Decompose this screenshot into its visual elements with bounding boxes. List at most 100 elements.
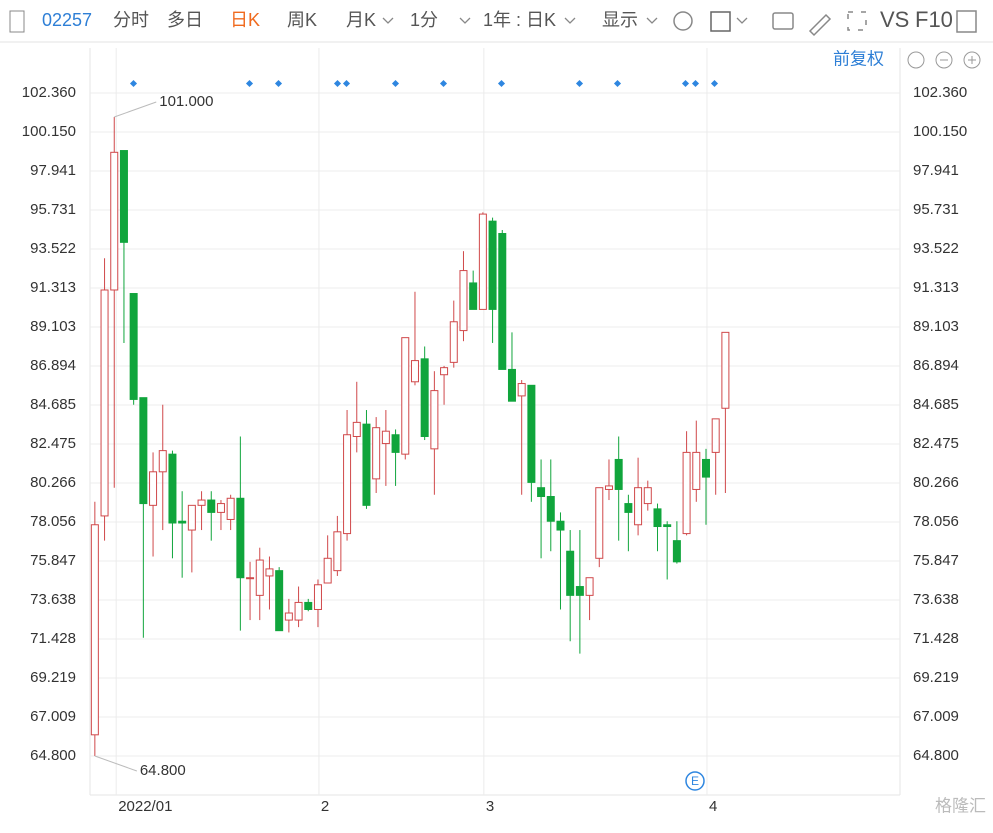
- candle-body: [391, 434, 400, 453]
- event-marker[interactable]: [691, 79, 700, 88]
- candle-body: [585, 577, 594, 596]
- candle-body: [178, 520, 187, 524]
- tab[interactable]: 日K: [230, 10, 260, 30]
- tab[interactable]: 多日: [167, 10, 203, 30]
- candle-body: [226, 497, 235, 520]
- event-marker[interactable]: [342, 79, 351, 88]
- x-tick-label: 2: [321, 798, 329, 815]
- reset-icon[interactable]: [907, 51, 925, 69]
- draw-icon[interactable]: [808, 13, 832, 37]
- y-tick-label: 102.360: [22, 84, 76, 101]
- candle-body: [216, 503, 225, 513]
- y-tick-label-right: 84.685: [913, 396, 959, 413]
- event-marker[interactable]: [681, 79, 690, 88]
- tab[interactable]: 显示: [602, 10, 638, 30]
- y-tick-label-right: 67.009: [913, 708, 959, 725]
- y-tick-label: 100.150: [22, 123, 76, 140]
- annotation-leader: [114, 101, 157, 118]
- event-marker[interactable]: [245, 79, 254, 88]
- candle-body: [604, 485, 613, 490]
- candle-body: [90, 524, 99, 736]
- event-marker[interactable]: [274, 79, 283, 88]
- candle-body: [663, 524, 672, 528]
- y-tick-label-right: 71.428: [913, 630, 959, 647]
- annotation-leader: [94, 755, 138, 772]
- camera-icon[interactable]: [772, 12, 794, 30]
- y-tick-label-right: 91.313: [913, 279, 959, 296]
- event-marker[interactable]: [710, 79, 719, 88]
- candle-body: [643, 487, 652, 505]
- annotation-label: 64.800: [140, 762, 186, 779]
- checkbox[interactable]: [710, 11, 731, 32]
- candle-body: [711, 418, 720, 453]
- watermark: 格隆汇: [935, 796, 986, 815]
- tab[interactable]: 分时: [113, 10, 149, 30]
- vs-button[interactable]: VS: [880, 7, 909, 32]
- candle-body: [488, 220, 497, 310]
- x-tick-label: 2022/01: [118, 798, 172, 815]
- stock-code[interactable]: 02257: [42, 10, 92, 30]
- zoom-out-icon[interactable]: [935, 51, 953, 69]
- candle-body: [352, 421, 361, 437]
- dropdown-arrow: [564, 17, 576, 24]
- candle-body: [304, 601, 313, 610]
- event-marker[interactable]: [497, 79, 506, 88]
- y-tick-label: 93.522: [30, 240, 76, 257]
- y-tick-label-right: 95.731: [913, 201, 959, 218]
- event-marker[interactable]: [391, 79, 400, 88]
- candle-body: [478, 213, 487, 310]
- candle-body: [672, 540, 681, 563]
- candle-body: [624, 503, 633, 513]
- tab[interactable]: 1年 : 日K: [483, 10, 556, 30]
- candle-body: [459, 270, 468, 332]
- tab[interactable]: 月K: [346, 10, 376, 30]
- candle-body: [284, 612, 293, 621]
- candle-body: [372, 427, 381, 480]
- earnings-icon[interactable]: [685, 771, 705, 791]
- event-marker[interactable]: [439, 79, 448, 88]
- candle-body: [275, 570, 284, 632]
- candle-body: [246, 577, 255, 580]
- panel-icon[interactable]: [956, 10, 977, 33]
- event-marker[interactable]: [613, 79, 622, 88]
- y-tick-label: 91.313: [30, 279, 76, 296]
- dropdown-arrow: [736, 17, 748, 24]
- candle-body: [362, 423, 371, 506]
- adjust-button[interactable]: 前复权: [833, 49, 884, 68]
- candle-body: [410, 360, 419, 383]
- y-tick-label-right: 64.800: [913, 747, 959, 764]
- candle-body: [546, 496, 555, 522]
- menu-icon[interactable]: [9, 10, 25, 33]
- candle-body: [527, 384, 536, 483]
- zoom-in-icon[interactable]: [963, 51, 981, 69]
- earnings-glyph: E: [691, 774, 699, 788]
- tab[interactable]: 周K: [287, 10, 317, 30]
- plot: 102.360 102.360 100.150 100.150 97.941 97.941…: [22, 48, 967, 815]
- y-tick-label: 73.638: [30, 591, 76, 608]
- candle-body: [614, 458, 623, 490]
- event-marker[interactable]: [575, 79, 584, 88]
- y-tick-label-right: 97.941: [913, 162, 959, 179]
- candle-body: [119, 150, 128, 243]
- candle-body: [100, 289, 109, 517]
- candle-body: [401, 337, 410, 455]
- candle-body: [507, 368, 516, 402]
- event-marker[interactable]: [333, 79, 342, 88]
- candle-body: [449, 321, 458, 363]
- y-tick-label-right: 78.056: [913, 513, 959, 530]
- tab[interactable]: 1分: [410, 10, 438, 30]
- candle-body: [343, 434, 352, 535]
- dropdown-arrow: [382, 17, 394, 24]
- f10-button[interactable]: F10: [915, 7, 953, 32]
- candle-body: [721, 331, 730, 409]
- fullscreen-icon[interactable]: [847, 11, 867, 31]
- event-markers: [129, 79, 719, 88]
- y-tick-label-right: 73.638: [913, 591, 959, 608]
- candle-body: [692, 451, 701, 490]
- annotation-label: 101.000: [159, 93, 213, 110]
- event-marker[interactable]: [129, 79, 138, 88]
- settings-icon[interactable]: [673, 11, 693, 31]
- candle-body: [634, 487, 643, 526]
